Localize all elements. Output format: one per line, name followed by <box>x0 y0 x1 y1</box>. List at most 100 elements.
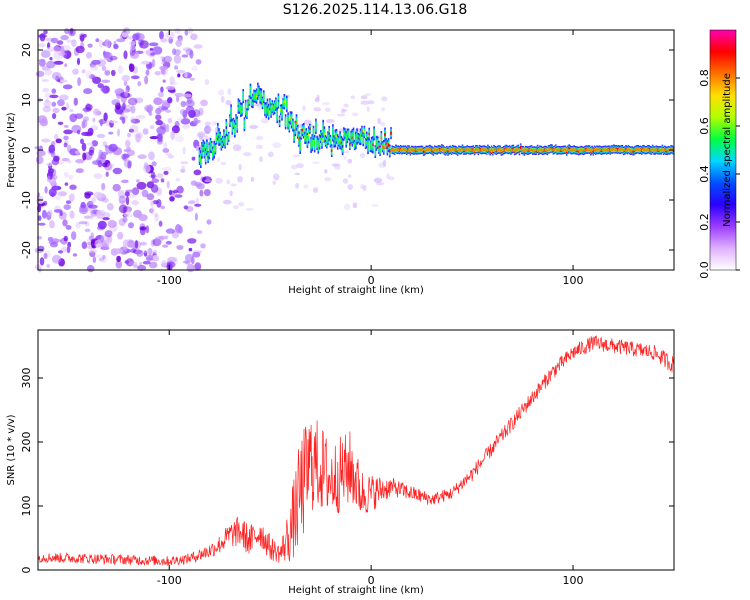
y-tick-label: 20 <box>20 43 33 57</box>
noise-blob <box>135 33 145 42</box>
ridge-core <box>238 105 241 108</box>
noise-blob <box>75 168 84 174</box>
ridge-core <box>206 146 208 149</box>
noise-blob <box>378 162 386 168</box>
noise-blob <box>154 71 161 76</box>
ridge-highlight <box>431 147 440 153</box>
ridge-core <box>351 136 354 140</box>
noise-blob <box>172 190 179 194</box>
noise-blob <box>69 184 77 190</box>
noise-blob <box>65 200 72 205</box>
ridge-core <box>487 147 489 151</box>
noise-blob <box>86 142 94 146</box>
ridge-core <box>330 149 333 152</box>
noise-blob <box>50 37 59 44</box>
noise-blob <box>373 177 383 183</box>
noise-blob <box>204 179 212 183</box>
ridge-inner <box>364 141 367 147</box>
noise-blob <box>91 197 96 203</box>
noise-blob <box>158 235 168 240</box>
noise-blob <box>324 107 331 113</box>
noise-blob <box>151 178 160 183</box>
ridge-core <box>265 108 268 112</box>
ridge-inner <box>336 138 339 146</box>
noise-blob <box>294 172 301 176</box>
noise-blob <box>81 241 88 249</box>
noise-blob <box>123 148 131 153</box>
noise-blob <box>95 254 103 259</box>
noise-blob <box>149 124 155 130</box>
ridge-highlight <box>544 147 553 153</box>
noise-blob <box>176 95 180 103</box>
noise-blob <box>181 124 191 129</box>
ridge-core <box>341 145 344 148</box>
y-tick-label: 300 <box>20 368 33 389</box>
noise-blob <box>35 70 45 77</box>
noise-blob <box>195 145 200 152</box>
noise-blob <box>233 205 239 210</box>
ridge-inner <box>294 125 297 132</box>
noise-blob <box>272 142 282 149</box>
noise-blob <box>108 131 114 135</box>
noise-blob <box>86 70 92 79</box>
noise-blob <box>232 144 242 152</box>
noise-blob <box>93 108 100 116</box>
noise-blob <box>90 65 99 71</box>
ridge-inner <box>376 139 379 146</box>
noise-blob <box>47 168 55 174</box>
ridge-core <box>282 102 284 105</box>
noise-blob <box>116 38 126 43</box>
ridge-inner <box>261 100 264 106</box>
noise-blob <box>39 257 45 266</box>
noise-blob <box>126 240 136 248</box>
noise-blob <box>180 118 191 125</box>
ridge-core <box>358 138 361 141</box>
ridge-inner <box>359 132 362 141</box>
snr-frame <box>37 329 675 571</box>
noise-blob <box>125 196 130 206</box>
ridge-core <box>519 146 522 150</box>
noise-blob <box>145 257 152 261</box>
noise-blob <box>67 144 72 153</box>
noise-blob <box>387 176 395 181</box>
noise-blob <box>122 32 128 38</box>
noise-blob <box>91 75 96 79</box>
noise-blob <box>243 152 252 157</box>
noise-blob <box>63 142 68 148</box>
noise-blob <box>139 226 147 231</box>
noise-blob <box>67 160 72 164</box>
ridge-core <box>335 135 338 138</box>
snr-xlabel: Height of straight line (km) <box>288 585 424 596</box>
noise-blob <box>86 237 91 245</box>
noise-blob <box>163 142 168 150</box>
noise-blob <box>128 222 134 229</box>
noise-blob <box>106 162 115 169</box>
noise-blob <box>88 149 94 156</box>
ridge-core <box>372 143 374 146</box>
noise-blob <box>148 151 155 161</box>
ridge-core <box>249 90 252 93</box>
ridge-inner <box>299 141 301 150</box>
ridge-core <box>218 135 220 139</box>
noise-blob <box>176 245 184 250</box>
noise-blob <box>55 138 62 144</box>
noise-blob <box>160 38 168 43</box>
ridge-core <box>333 140 335 143</box>
noise-blob <box>60 237 68 245</box>
noise-blob <box>184 71 188 78</box>
ridge-highlight <box>464 147 473 153</box>
noise-blob <box>154 213 159 222</box>
noise-blob <box>64 182 69 186</box>
noise-blob <box>76 129 81 135</box>
noise-blob <box>87 43 93 48</box>
ridge-core <box>255 94 258 98</box>
noise-blob <box>205 127 213 132</box>
noise-blob <box>141 189 149 198</box>
noise-blob <box>131 187 140 196</box>
noise-blob <box>360 152 365 159</box>
noise-blob <box>44 68 53 76</box>
noise-blob <box>170 131 176 140</box>
noise-blob <box>103 212 111 218</box>
noise-blob <box>122 102 126 111</box>
